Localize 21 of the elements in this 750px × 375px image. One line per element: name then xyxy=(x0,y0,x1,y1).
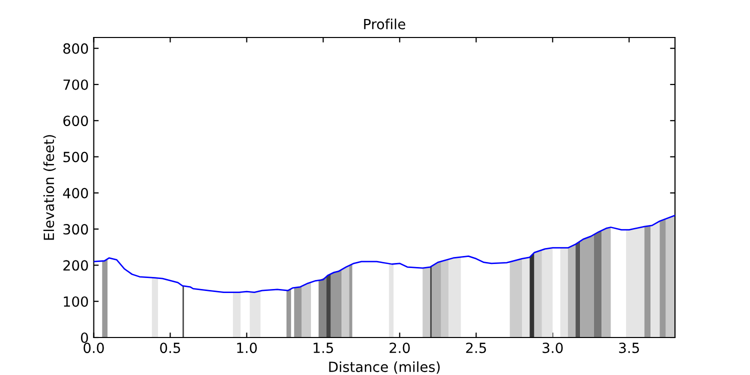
x-tick-label: 0.5 xyxy=(160,342,180,354)
y-axis-title: Elevation (feet) xyxy=(43,135,56,240)
x-tick-label: 3.5 xyxy=(619,342,639,354)
x-tick-label: 1.5 xyxy=(314,342,334,354)
y-tick-label: 400 xyxy=(63,188,88,198)
y-tick-label: 500 xyxy=(63,152,88,162)
x-tick-label: 2.0 xyxy=(390,342,410,354)
x-tick-label: 1.0 xyxy=(237,342,257,354)
x-tick-label: 3.0 xyxy=(542,342,563,354)
y-tick-label: 200 xyxy=(63,260,88,271)
x-tick-label: 2.5 xyxy=(466,342,486,354)
chart-title: Profile xyxy=(364,18,406,30)
y-tick-label: 800 xyxy=(63,43,88,54)
x-axis-title: Distance (miles) xyxy=(329,361,440,374)
y-tick-label: 700 xyxy=(64,79,88,90)
y-tick-label: 600 xyxy=(63,116,88,126)
y-tick-label: 0 xyxy=(80,332,88,343)
y-tick-label: 300 xyxy=(63,224,88,235)
x-tick-label: 0.0 xyxy=(84,342,104,354)
line-series xyxy=(94,214,675,294)
y-tick-label: 100 xyxy=(64,296,88,307)
